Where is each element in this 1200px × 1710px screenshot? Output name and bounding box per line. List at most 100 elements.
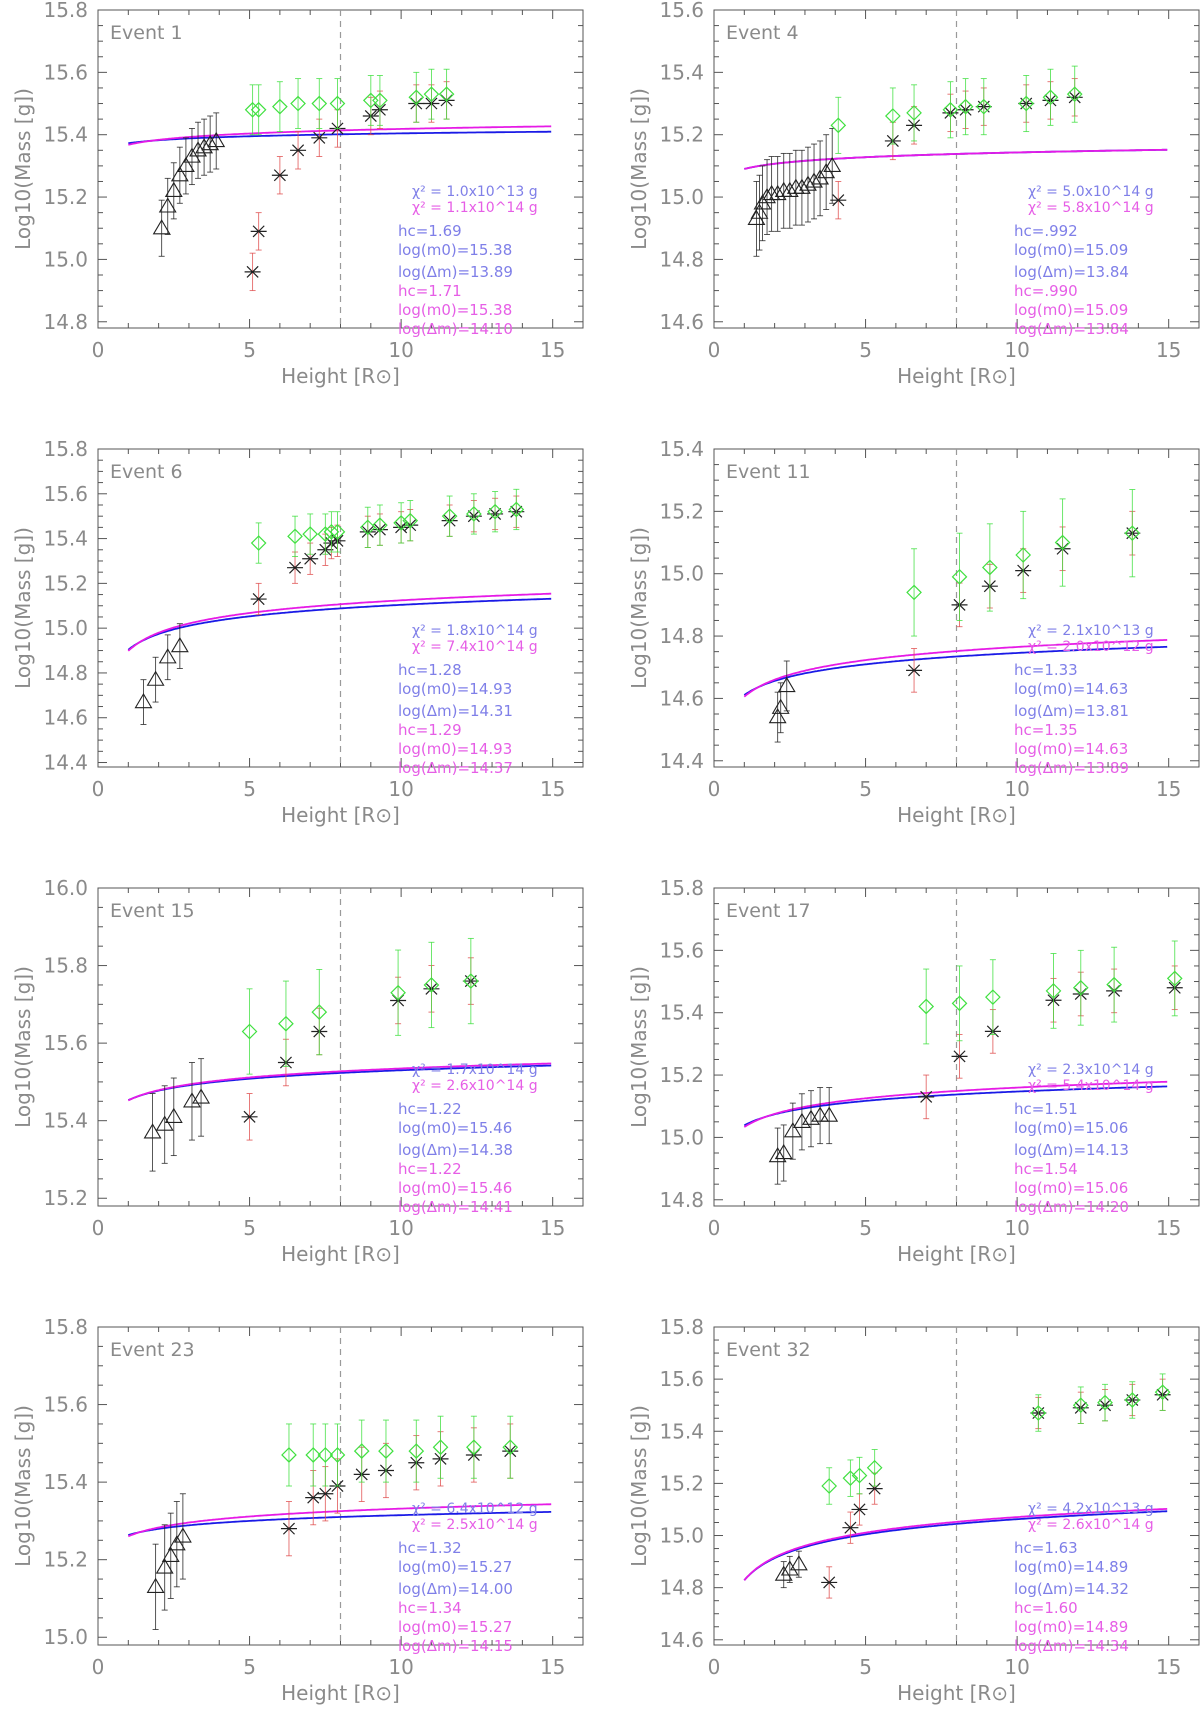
fit-curve-magenta	[744, 148, 1168, 170]
chart-panel-1: 0 5 10 15 14.8 15.0 15.2 15.4 15.6 15.8 Height [R⊙…	[11, 0, 584, 388]
x-tick-label: 5	[243, 338, 256, 362]
y-tick-label: 15.0	[43, 1625, 88, 1649]
x-axis-label: Height [R⊙]	[897, 803, 1016, 827]
x-tick-label: 15	[540, 1655, 565, 1679]
data-point-triangle	[820, 1106, 839, 1122]
y-axis-label: Log10(Mass [g])	[11, 1405, 35, 1567]
data-point-triangle	[802, 1109, 820, 1125]
annotation-text: hc=1.22	[398, 1160, 462, 1178]
data-point-triangle	[192, 1088, 211, 1104]
annotation-text: log(Δm)=14.20	[1014, 1198, 1129, 1216]
x-axis-label: Height [R⊙]	[281, 1681, 400, 1705]
data-point-triangle	[164, 1107, 183, 1123]
y-axis-label: Log10(Mass [g])	[627, 1405, 651, 1567]
data-point-diamond	[1166, 970, 1183, 987]
y-tick-label: 15.2	[43, 1548, 88, 1572]
series-triangles	[146, 1493, 192, 1630]
data-point-diamond	[329, 524, 346, 540]
annotation-text: χ² = 1.1x10^14 g	[412, 200, 538, 216]
annotation-text: log(Δm)=14.15	[398, 1637, 513, 1655]
data-point-diamond	[1018, 95, 1035, 112]
series-diamonds	[830, 65, 1083, 154]
annotation-text: χ² = 2.5x10^14 g	[412, 1517, 538, 1533]
y-tick-label: 15.6	[43, 60, 88, 84]
annotation-text: hc=1.32	[398, 1539, 462, 1557]
y-tick-label: 15.0	[659, 185, 704, 209]
data-point-triangle	[146, 670, 165, 686]
data-point-diamond	[441, 508, 458, 525]
annotation-text: hc=1.60	[1014, 1599, 1078, 1617]
y-tick-label: 14.6	[43, 706, 88, 730]
data-point-asterisk	[244, 265, 261, 278]
data-point-triangle	[167, 1535, 186, 1551]
y-axis-label: Log10(Mass [g])	[11, 527, 35, 689]
annotation-text: hc=1.29	[398, 721, 462, 739]
annotation-text: log(Δm)=14.00	[398, 1580, 513, 1598]
series-diamonds	[241, 937, 479, 1075]
data-point-diamond	[462, 973, 479, 989]
x-tick-label: 0	[92, 338, 105, 362]
data-point-diamond	[975, 98, 992, 115]
data-point-diamond	[408, 1443, 425, 1459]
fit-curve-magenta	[127, 1503, 552, 1538]
data-point-diamond	[981, 559, 998, 576]
x-axis-label: Height [R⊙]	[897, 1242, 1016, 1266]
data-point-diamond	[1030, 1405, 1047, 1421]
series-triangles	[774, 1550, 808, 1589]
data-point-diamond	[851, 1467, 868, 1484]
annotation-text: log(m0)=14.93	[398, 680, 512, 698]
event-title: Event 6	[110, 461, 183, 483]
event-title: Event 15	[110, 900, 195, 922]
event-title: Event 11	[726, 461, 811, 483]
fit-annotations: χ² = 2.1x10^13 gχ² = 2.0x10^12 ghc=1.33l…	[1014, 623, 1154, 777]
data-point-triangle	[158, 648, 177, 664]
y-tick-label: 15.8	[43, 0, 88, 22]
data-point-asterisk	[951, 1050, 968, 1063]
data-point-diamond	[1072, 979, 1089, 996]
y-tick-label: 15.6	[659, 1367, 704, 1391]
data-point-diamond	[1015, 547, 1032, 563]
data-point-diamond	[842, 1470, 859, 1487]
y-tick-label: 15.8	[659, 876, 704, 900]
data-point-diamond	[423, 86, 440, 103]
fit-curve-magenta	[127, 1062, 552, 1102]
x-tick-label: 15	[1156, 777, 1181, 801]
x-tick-label: 10	[1004, 1655, 1029, 1679]
fit-curve-blue	[127, 597, 552, 651]
x-axis-label: Height [R⊙]	[897, 364, 1016, 388]
data-point-triangle	[792, 1112, 811, 1128]
x-tick-label: 0	[708, 338, 721, 362]
data-point-diamond	[866, 1459, 883, 1476]
x-tick-label: 0	[92, 1216, 105, 1240]
data-point-triangle	[811, 1106, 830, 1122]
data-point-diamond	[317, 1447, 334, 1463]
annotation-text: log(m0)=15.09	[1014, 301, 1128, 319]
annotation-text: χ² = 1.7x10^14 g	[412, 1062, 538, 1078]
data-point-triangle	[774, 1143, 793, 1160]
annotation-text: χ² = 1.0x10^13 g	[412, 184, 538, 200]
data-point-diamond	[957, 98, 974, 115]
event-title: Event 32	[726, 1339, 811, 1361]
data-point-diamond	[372, 517, 388, 533]
x-tick-label: 10	[1004, 777, 1029, 801]
y-tick-label: 14.6	[659, 686, 704, 710]
annotation-text: χ² = 7.4x10^14 g	[412, 639, 538, 655]
data-point-diamond	[466, 506, 482, 522]
data-point-diamond	[1124, 525, 1141, 542]
series-triangles	[134, 623, 189, 725]
annotation-text: log(m0)=15.27	[398, 1618, 512, 1636]
series-triangles	[152, 112, 226, 257]
data-point-diamond	[390, 984, 406, 1001]
x-tick-label: 10	[1004, 1216, 1029, 1240]
y-tick-label: 15.2	[43, 1186, 88, 1210]
x-tick-label: 5	[243, 777, 256, 801]
y-tick-label: 14.8	[43, 661, 88, 685]
series-diamonds	[244, 68, 455, 136]
y-tick-label: 16.0	[43, 876, 88, 900]
data-point-triangle	[750, 203, 769, 219]
annotation-text: log(Δm)=14.32	[1014, 1580, 1129, 1598]
data-point-triangle	[768, 184, 787, 201]
x-tick-label: 15	[1156, 1655, 1181, 1679]
y-tick-label: 15.0	[659, 562, 704, 586]
data-point-diamond	[1154, 1384, 1171, 1401]
